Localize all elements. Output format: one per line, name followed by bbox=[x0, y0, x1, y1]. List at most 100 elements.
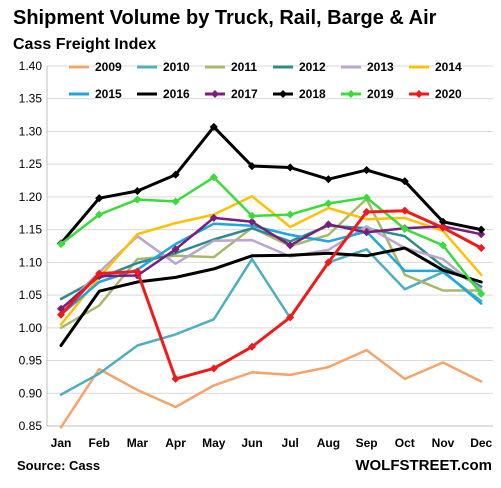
y-tick-labels: 0.85 0.90 0.95 1.00 1.05 1.10 1.15 1.20 1.25 1.30… bbox=[19, 59, 43, 433]
series-2016 bbox=[59, 246, 483, 347]
data-point bbox=[324, 199, 333, 208]
legend-entry-2015: 2015 bbox=[69, 87, 122, 101]
legend-marker bbox=[211, 90, 219, 98]
series-line-2014 bbox=[59, 195, 483, 326]
legend-label: 2016 bbox=[163, 87, 190, 101]
legend-label: 2009 bbox=[95, 60, 122, 74]
legend-label: 2011 bbox=[231, 60, 257, 74]
data-point bbox=[362, 165, 371, 175]
legend-entry-2012: 2012 bbox=[273, 60, 326, 74]
y-tick-label: 1.00 bbox=[19, 321, 43, 335]
data-point bbox=[171, 170, 180, 179]
x-tick-label: Oct bbox=[395, 436, 415, 450]
legend-entry-2019: 2019 bbox=[341, 87, 394, 101]
y-tick-label: 1.10 bbox=[19, 255, 43, 269]
legend-entry-2011: 2011 bbox=[205, 60, 257, 74]
data-point bbox=[209, 213, 218, 223]
legend: 2009 2010 2011 2012 2013 2014 2015 2016 2017 2018… bbox=[69, 60, 462, 101]
legend-label: 2018 bbox=[299, 87, 326, 101]
series-line-2020 bbox=[59, 209, 483, 381]
source-note: Source: Cass bbox=[17, 458, 100, 473]
legend-marker bbox=[279, 90, 287, 98]
y-tick-label: 0.95 bbox=[19, 354, 43, 368]
data-point bbox=[56, 310, 66, 319]
legend-label: 2015 bbox=[95, 87, 122, 101]
legend-label: 2013 bbox=[367, 60, 394, 74]
data-point bbox=[362, 193, 371, 202]
x-tick-label: Jun bbox=[241, 436, 262, 450]
data-point bbox=[324, 258, 333, 267]
legend-entry-2017: 2017 bbox=[205, 87, 258, 101]
x-tick-label: May bbox=[202, 436, 226, 450]
x-tick-label: Feb bbox=[89, 436, 110, 450]
data-point bbox=[400, 224, 409, 234]
chart-title: Shipment Volume by Truck, Rail, Barge & … bbox=[13, 7, 437, 29]
data-point bbox=[324, 220, 333, 229]
data-point bbox=[247, 161, 257, 171]
legend-entry-2009: 2009 bbox=[69, 60, 122, 74]
data-point bbox=[286, 241, 295, 250]
data-point bbox=[438, 223, 448, 232]
data-point bbox=[133, 195, 142, 204]
legend-entry-2013: 2013 bbox=[341, 60, 394, 74]
data-point bbox=[477, 289, 486, 298]
x-tick-label: Nov bbox=[432, 436, 455, 450]
axes bbox=[46, 66, 493, 427]
data-point bbox=[477, 225, 486, 234]
legend-label: 2020 bbox=[435, 87, 462, 101]
data-point bbox=[477, 243, 486, 253]
series-line-2019 bbox=[59, 176, 483, 296]
x-tick-label: Mar bbox=[127, 436, 149, 450]
legend-label: 2012 bbox=[299, 60, 326, 74]
data-point bbox=[209, 122, 218, 132]
brand-label: WOLFSTREET.com bbox=[355, 457, 492, 474]
data-point bbox=[56, 239, 66, 249]
series-lines bbox=[56, 122, 486, 429]
data-point bbox=[171, 245, 180, 254]
data-point bbox=[286, 163, 295, 172]
legend-marker bbox=[347, 90, 355, 98]
data-point bbox=[209, 364, 218, 373]
legend-label: 2014 bbox=[435, 60, 462, 74]
series-2020 bbox=[56, 206, 486, 384]
data-point bbox=[400, 206, 409, 215]
legend-label: 2010 bbox=[163, 60, 190, 74]
data-point bbox=[133, 267, 142, 276]
x-tick-label: Sep bbox=[356, 436, 378, 450]
series-2014 bbox=[59, 195, 483, 326]
y-tick-label: 0.90 bbox=[19, 386, 43, 400]
gridlines bbox=[47, 65, 493, 427]
data-point bbox=[171, 374, 180, 384]
data-point bbox=[171, 197, 180, 206]
data-point bbox=[286, 210, 295, 219]
data-point bbox=[362, 228, 371, 237]
data-point bbox=[209, 173, 218, 182]
chart-subtitle: Cass Freight Index bbox=[13, 36, 156, 53]
y-tick-label: 1.25 bbox=[19, 157, 43, 171]
x-tick-label: Aug bbox=[317, 436, 340, 450]
data-point bbox=[286, 313, 295, 322]
data-point bbox=[95, 210, 104, 219]
y-tick-label: 0.85 bbox=[19, 419, 43, 433]
series-line-2017 bbox=[59, 216, 483, 311]
x-tick-label: Jul bbox=[282, 436, 299, 450]
data-point bbox=[247, 211, 257, 221]
legend-label: 2017 bbox=[231, 87, 258, 101]
legend-label: 2019 bbox=[367, 87, 394, 101]
legend-entry-2018: 2018 bbox=[273, 87, 326, 101]
y-tick-label: 1.40 bbox=[19, 59, 43, 73]
y-tick-label: 1.15 bbox=[19, 223, 43, 237]
x-tick-labels: Jan Feb Mar Apr May Jun Jul Aug Sep Oct Nov Dec bbox=[51, 436, 493, 450]
data-point bbox=[362, 207, 371, 217]
x-tick-label: Jan bbox=[51, 436, 72, 450]
data-point bbox=[95, 269, 104, 278]
legend-entry-2020: 2020 bbox=[409, 87, 462, 101]
legend-entry-2010: 2010 bbox=[137, 60, 190, 74]
legend-entry-2014: 2014 bbox=[409, 60, 462, 74]
series-2017 bbox=[56, 213, 486, 313]
y-tick-label: 1.20 bbox=[19, 190, 43, 204]
y-tick-label: 1.30 bbox=[19, 124, 43, 138]
data-point bbox=[324, 175, 333, 184]
series-line-2018 bbox=[59, 125, 483, 245]
